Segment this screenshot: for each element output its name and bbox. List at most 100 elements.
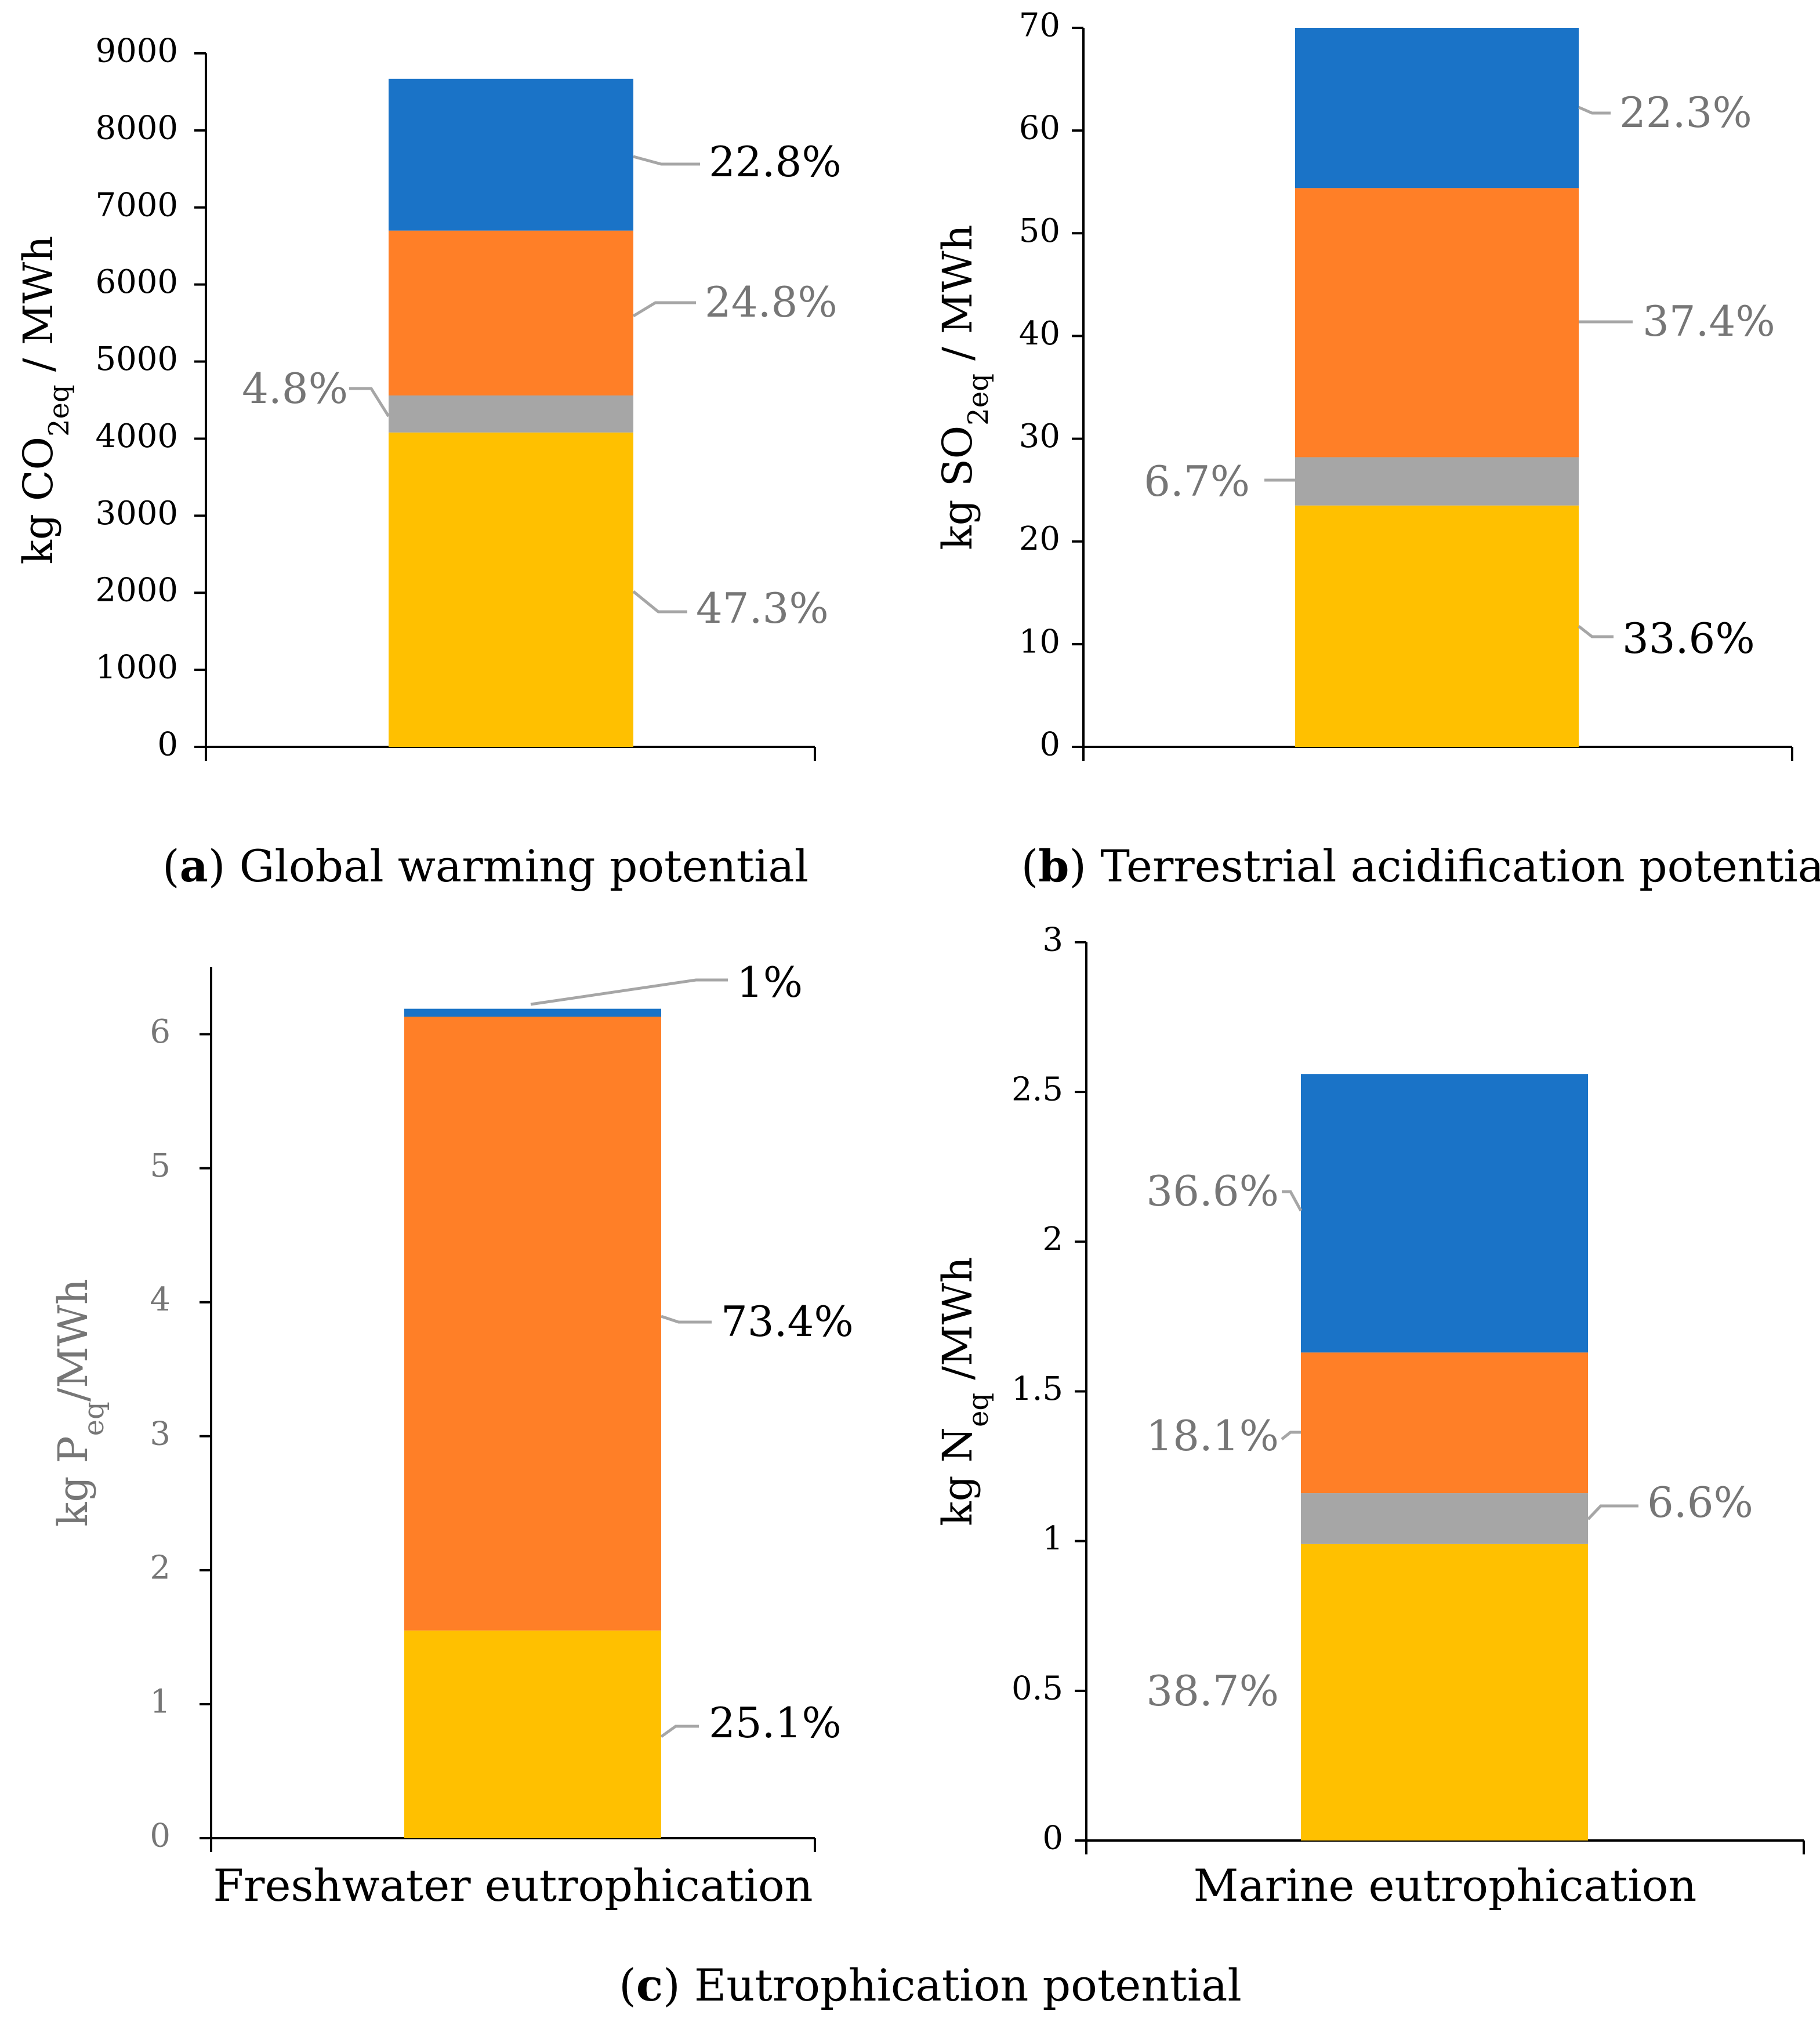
y-tick-label: 10 [1019,623,1060,660]
data-label: 18.1% [1146,1411,1279,1460]
y-tick-label: 2 [1042,1221,1063,1258]
y-tick-label: 2 [150,1549,171,1587]
y-tick-label: 3 [150,1415,171,1453]
data-label: 73.4% [721,1297,854,1346]
y-tick-label: 4000 [95,418,178,455]
bar-segment-yellow [1295,505,1579,747]
bar-segment-gray [1301,1493,1588,1544]
bar-segment-yellow [1301,1544,1588,1841]
y-tick-label: 0 [1042,1820,1063,1857]
y-axis-label-part: /MWh [49,1279,97,1402]
data-label: 33.6% [1622,614,1755,663]
bar-segment-blue [1295,28,1579,188]
y-axis-label-sub: eq [78,1402,110,1436]
data-label: 36.6% [1146,1167,1279,1215]
y-tick-label: 6 [150,1013,171,1051]
bar-segment-gray [1295,457,1579,506]
leader-line [632,590,687,614]
y-tick-label: 70 [1019,7,1060,45]
y-tick-label: 20 [1019,520,1060,558]
caption-b-letter: b [1038,840,1069,892]
y-tick-label: 0 [157,726,178,764]
leader-line [660,1725,699,1738]
data-label: 22.8% [709,137,842,186]
leader-line [1578,625,1614,638]
panel-a-global-warming: 0 1000 2000 3000 4000 5000 6000 7000 8000 9000 47.… [14,32,842,764]
y-tick-label: 0.5 [1011,1669,1063,1707]
bar-segment-blue [389,78,633,231]
panel-c-freshwater-eutrophication: 0 1 2 3 4 5 6 25.1% 73.4% 1% kg Peq/MWh Freshwater … [49,958,854,1911]
leader-line [632,301,696,318]
leader-line [661,1315,712,1324]
y-tick-label: 2000 [95,572,178,609]
bar-segment-blue [404,1008,661,1017]
y-tick-label: 8000 [95,109,178,147]
leader-line [1587,1504,1638,1520]
caption-a-letter: a [180,840,208,892]
y-tick-label: 1 [150,1683,171,1720]
caption-c-letter: c [636,1959,663,2011]
y-tick-label: 30 [1019,418,1060,455]
panel-b-terrestrial-acidification: 0 10 20 30 40 50 60 70 33.6% 6.7% 37.4% 22.3% kg SO2… [934,7,1793,764]
y-axis-label-part: /MWh [934,1257,981,1393]
data-label: 6.6% [1647,1478,1753,1527]
y-tick-label: 3 [1042,921,1063,959]
y-tick-label: 7000 [95,186,178,224]
bar-segment-orange [389,230,633,396]
data-label: 6.7% [1144,457,1250,506]
y-tick-label: 2.5 [1011,1071,1063,1109]
bar-segment-orange [1295,188,1579,458]
bar-segment-yellow [389,432,633,747]
y-tick-label: 0 [1039,726,1060,764]
y-tick-label: 1000 [95,649,178,687]
y-tick-label: 9000 [95,32,178,70]
bar-segment-orange [1301,1352,1588,1494]
y-axis-label-sub: 2eq [962,373,995,426]
data-label: 4.8% [242,364,348,413]
y-tick-label: 5 [150,1147,171,1185]
bar-segment-yellow [404,1630,661,1838]
caption-b-text: Terrestrial acidification potential [1086,840,1820,892]
y-tick-label: 1.5 [1011,1370,1063,1408]
caption-b: (b) Terrestrial acidification potential [1021,840,1820,892]
data-label: 22.3% [1619,88,1752,137]
data-label: 47.3% [696,584,829,633]
y-tick-label: 4 [150,1281,171,1319]
x-category-label: Freshwater eutrophication [213,1860,813,1911]
leader-line [1578,106,1611,115]
y-axis-label-part: / MWh [934,224,981,373]
y-tick-label: 6000 [95,263,178,301]
bar-segment-blue [1301,1074,1588,1353]
leader-line [1282,1190,1303,1212]
data-label: 1% [737,958,803,1007]
data-label: 37.4% [1643,297,1775,346]
caption-c: (c) Eutrophication potential [619,1959,1242,2011]
y-tick-label: 50 [1019,212,1060,250]
leader-line [530,978,728,1006]
data-label: 38.7% [1146,1667,1279,1715]
y-axis-label-sub: 2eq [43,384,75,437]
caption-c-text: Eutrophication potential [680,1959,1242,2011]
y-axis-label: kg Neq /MWh [934,1257,995,1526]
y-axis-label-part: / MWh [14,236,62,385]
y-axis-label: kg Peq/MWh [49,1279,110,1527]
data-label: 24.8% [705,278,838,326]
y-axis-label-part: kg P [49,1436,97,1527]
y-tick-label: 40 [1019,315,1060,353]
y-axis-label: kg CO2eq / MWh [14,236,75,565]
caption-a: (a) Global warming potential [162,840,809,892]
bar-segment-gray [389,395,633,433]
y-axis-label: kg SO2eq / MWh [934,224,995,550]
x-category-label: Marine eutrophication [1194,1860,1697,1911]
y-tick-label: 3000 [95,495,178,532]
y-axis-label-part: kg CO [14,437,62,564]
y-tick-label: 0 [150,1817,171,1855]
y-axis-label-part: kg N [934,1427,981,1526]
leader-line [633,155,700,166]
panel-c-marine-eutrophication: 0 0.5 1 1.5 2 2.5 3 38.7% 6.6% 18.1% 36.6% kg Neq /… [934,921,1805,1911]
leader-line [1281,1431,1301,1440]
leader-line [349,387,390,418]
data-label: 25.1% [709,1698,842,1747]
y-axis-label-sub: eq [962,1393,995,1427]
